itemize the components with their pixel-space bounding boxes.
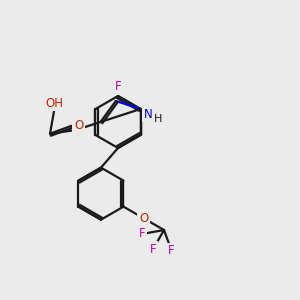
Text: OH: OH	[45, 97, 63, 110]
Text: F: F	[115, 80, 121, 92]
Text: F: F	[168, 244, 175, 257]
Text: F: F	[150, 243, 156, 256]
Text: N: N	[144, 107, 153, 121]
Text: F: F	[139, 227, 146, 240]
Text: O: O	[74, 119, 83, 132]
Text: H: H	[154, 114, 163, 124]
Text: O: O	[139, 212, 148, 225]
